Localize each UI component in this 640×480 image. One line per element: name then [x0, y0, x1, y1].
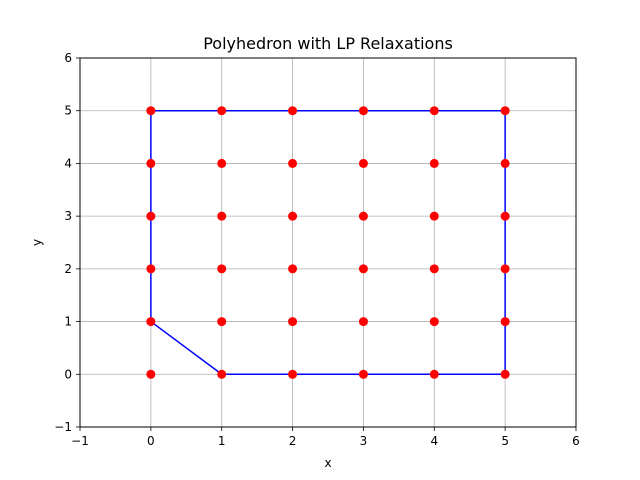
point-21: [358, 211, 368, 221]
x-tick-label-3: 2: [289, 434, 297, 448]
x-tick-label-7: 6: [572, 434, 580, 448]
point-0: [146, 369, 156, 379]
chart-title: Polyhedron with LP Relaxations: [203, 34, 453, 53]
point-28: [429, 158, 439, 168]
x-tick-label-4: 3: [360, 434, 368, 448]
y-tick-label-0: −1: [54, 420, 72, 434]
point-2: [146, 264, 156, 274]
point-32: [500, 264, 510, 274]
point-1: [146, 317, 156, 327]
point-12: [288, 369, 298, 379]
x-tick-label-1: 0: [147, 434, 155, 448]
point-10: [217, 158, 227, 168]
point-27: [429, 211, 439, 221]
point-22: [358, 158, 368, 168]
point-5: [146, 106, 156, 116]
y-tick-label-4: 3: [64, 209, 72, 223]
point-24: [429, 369, 439, 379]
y-tick-label-3: 2: [64, 262, 72, 276]
point-33: [500, 211, 510, 221]
point-34: [500, 158, 510, 168]
y-tick-label-1: 0: [64, 367, 72, 381]
polyhedron-line: [150, 109, 506, 376]
x-axis-label: x: [324, 456, 331, 470]
y-axis-ticks: −1 0 1 2 3 4 5 6: [54, 51, 80, 434]
point-16: [288, 158, 298, 168]
point-3: [146, 211, 156, 221]
point-25: [429, 317, 439, 327]
integer-points: [146, 106, 510, 379]
y-tick-label-2: 1: [64, 315, 72, 329]
y-tick-label-5: 4: [64, 156, 72, 170]
point-14: [288, 264, 298, 274]
x-tick-label-6: 5: [501, 434, 509, 448]
point-7: [217, 317, 227, 327]
y-axis-label: y: [30, 239, 44, 246]
point-18: [358, 369, 368, 379]
y-tick-label-7: 6: [64, 51, 72, 65]
plot-frame: [79, 57, 577, 428]
point-11: [217, 106, 227, 116]
point-4: [146, 158, 156, 168]
point-26: [429, 264, 439, 274]
point-31: [500, 317, 510, 327]
point-30: [500, 369, 510, 379]
point-6: [217, 369, 227, 379]
point-8: [217, 264, 227, 274]
x-tick-label-0: −1: [71, 434, 89, 448]
point-15: [288, 211, 298, 221]
grid-lines: [79, 57, 577, 428]
point-20: [358, 264, 368, 274]
y-tick-label-6: 5: [64, 104, 72, 118]
point-23: [358, 106, 368, 116]
point-35: [500, 106, 510, 116]
polyhedron-boundary: [150, 109, 506, 376]
x-tick-label-5: 4: [430, 434, 438, 448]
point-9: [217, 211, 227, 221]
point-13: [288, 317, 298, 327]
x-axis-ticks: −1 0 1 2 3 4 5 6: [71, 427, 580, 448]
x-tick-label-2: 1: [218, 434, 226, 448]
point-19: [358, 317, 368, 327]
point-29: [429, 106, 439, 116]
point-17: [288, 106, 298, 116]
